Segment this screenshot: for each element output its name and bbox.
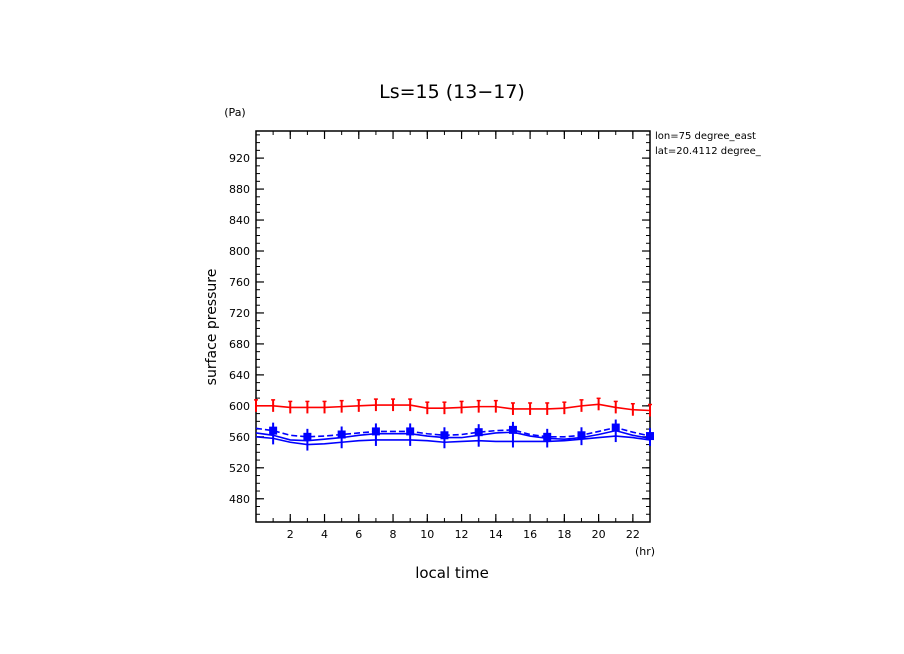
marker-blue	[543, 432, 552, 441]
x-tick-label: 2	[287, 528, 294, 541]
x-tick-label: 6	[355, 528, 362, 541]
marker-blue	[646, 432, 654, 441]
y-tick-label: 800	[229, 245, 250, 258]
series-line-2	[255, 426, 651, 438]
y-tick-label: 640	[229, 369, 250, 382]
marker-blue	[440, 431, 449, 440]
x-tick-label: 20	[592, 528, 606, 541]
marker-blue	[303, 432, 312, 441]
marker-blue	[337, 430, 346, 439]
x-axis-label: local time	[415, 564, 489, 582]
x-tick-label: 16	[523, 528, 537, 541]
y-tick-label: 680	[229, 338, 250, 351]
x-tick-label: 18	[557, 528, 571, 541]
y-tick-label: 840	[229, 214, 250, 227]
marker-blue	[269, 426, 278, 435]
marker-blue	[508, 425, 517, 434]
y-tick-label: 880	[229, 183, 250, 196]
x-tick-label: 4	[321, 528, 328, 541]
x-tick-label: 14	[489, 528, 503, 541]
marker-blue	[611, 423, 620, 432]
y-axis-label: surface pressure	[204, 269, 220, 386]
chart-title: Ls=15 (13−17)	[379, 81, 525, 103]
y-tick-label: 560	[229, 431, 250, 444]
annotation-lat: lat=20.4112 degree_	[655, 146, 762, 157]
x-tick-label: 8	[390, 528, 397, 541]
marker-blue	[406, 427, 415, 436]
marker-blue	[577, 431, 586, 440]
marker-blue	[474, 428, 483, 437]
plot-area: 2 4 6 8 10 12 14 16 18 20 22 480 520 560 600 640 680 720 7…	[229, 130, 654, 541]
x-tick-label: 12	[455, 528, 469, 541]
x-tick-label: 10	[420, 528, 434, 541]
y-tick-label: 720	[229, 307, 250, 320]
y-tick-label: 480	[229, 493, 250, 506]
y-tick-label: 920	[229, 152, 250, 165]
y-tick-label: 760	[229, 276, 250, 289]
y-unit-label: (Pa)	[224, 106, 245, 119]
x-unit-label: (hr)	[635, 545, 655, 558]
y-tick-label: 600	[229, 400, 250, 413]
plot-frame	[255, 130, 651, 523]
annotation-lon: lon=75 degree_east	[655, 131, 756, 142]
y-tick-label: 520	[229, 462, 250, 475]
marker-blue	[371, 427, 380, 436]
series-line-1	[256, 403, 651, 412]
x-tick-label: 22	[626, 528, 640, 541]
